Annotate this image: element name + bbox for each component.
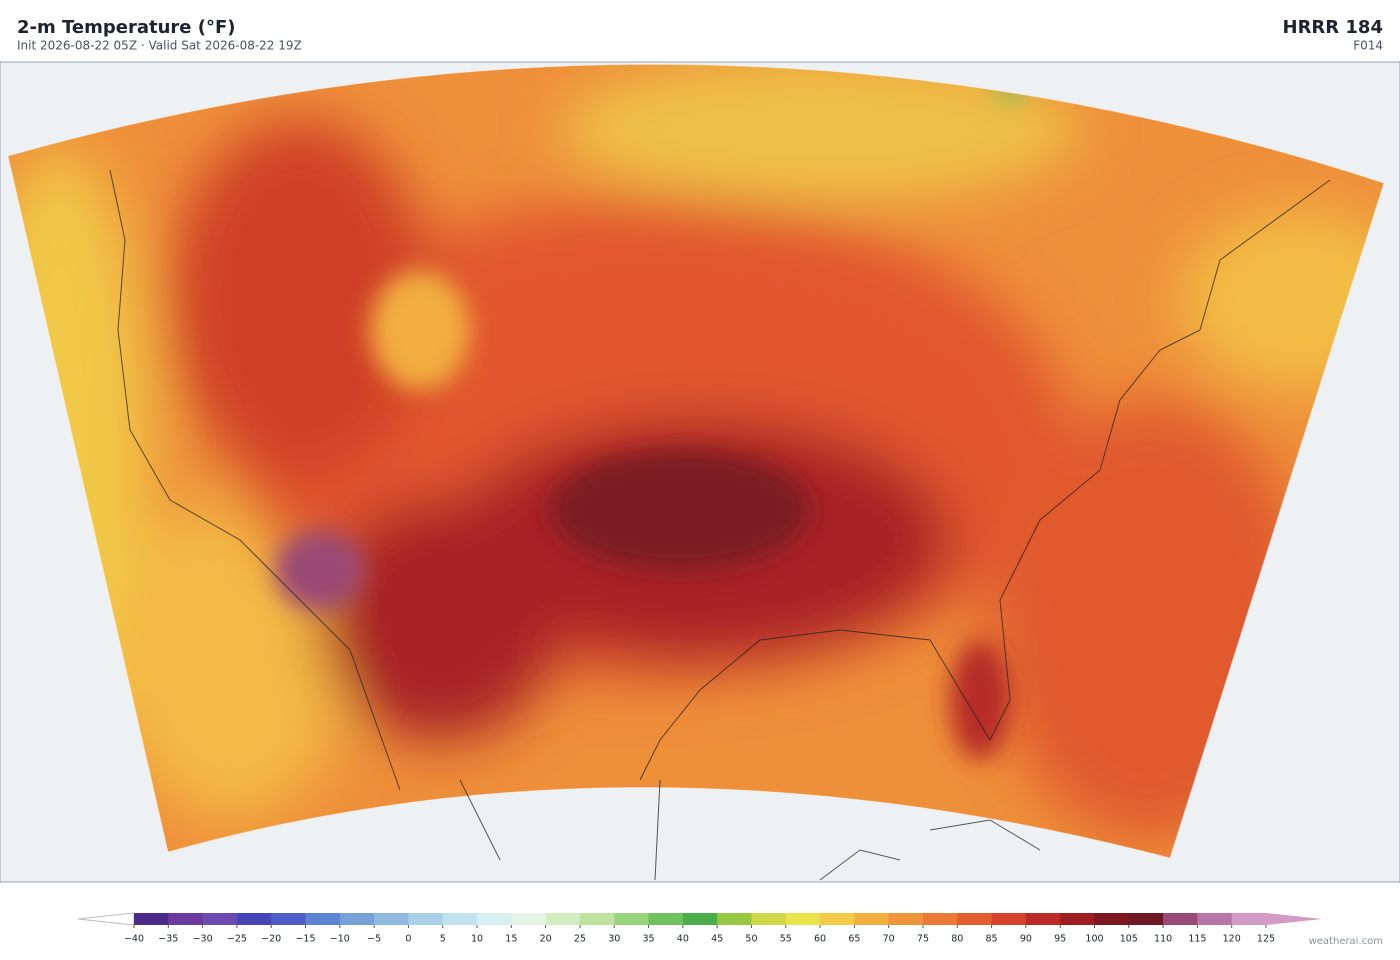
colorbar-tick-label: 110 [1154,934,1172,945]
colorbar-swatch [134,913,169,925]
colorbar-swatch [785,913,821,925]
colorbar-tick-label: 80 [951,934,963,945]
colorbar-tick-label: 125 [1257,934,1275,945]
colorbar-swatch [648,913,684,925]
colorbar-tick-label: 65 [848,934,860,945]
colorbar-tick-label: −10 [330,934,350,945]
colorbar-swatch [305,913,341,925]
colorbar-swatch [511,913,547,925]
colorbar-tick-label: 60 [814,934,826,945]
colorbar-tick-label: −5 [367,934,381,945]
forecast-hour: F014 [1353,39,1383,53]
colorbar-swatch [477,913,512,925]
colorbar-swatch [820,913,855,925]
colorbar-tick-label: 0 [405,934,411,945]
colorbar-swatch [442,913,478,925]
coastlines [109,169,1331,881]
colorbar-swatch [271,913,307,925]
colorbar-tick-label: 105 [1120,934,1138,945]
colorbar-tick-label: 120 [1223,934,1241,945]
colorbar-tick-label: −30 [193,934,213,945]
colorbar-swatch [1231,913,1267,925]
colorbar-swatch [339,913,375,925]
colorbar-tick-label: −15 [295,934,315,945]
colorbar-under [77,912,135,926]
colorbar-swatch [751,913,787,925]
colorbar-tick-label: 75 [917,934,929,945]
colorbar-tick-label: 85 [986,934,998,945]
colorbar-tick-label: 15 [505,934,517,945]
colorbar-tick-label: 50 [745,934,757,945]
colorbar-tick-label: −40 [124,934,144,945]
colorbar-tick-label: 70 [883,934,895,945]
colorbar-swatch [579,913,615,925]
colorbar-swatch [614,913,650,925]
colorbar-tick-label: 25 [574,934,586,945]
colorbar-tick-label: 20 [540,934,552,945]
colorbar-swatch [1025,913,1061,925]
temperature-field [8,64,1384,858]
colorbar-tick-label: 10 [471,934,483,945]
colorbar: −40 −35 −30 −25 −20 −15 −10 −5 0 5 10 15 20 25 30 35 40 4… [77,912,1322,945]
colorbar-tick-label: 115 [1188,934,1206,945]
domain-edge [7,63,1385,859]
map [0,61,1400,883]
colorbar-swatch [236,913,272,925]
colorbar-swatch [957,913,993,925]
colorbar-swatch [1163,913,1198,925]
colorbar-swatch [682,913,718,925]
colorbar-swatch [1094,913,1130,925]
colorbar-swatch [545,913,581,925]
colorbar-tick-label: 45 [711,934,723,945]
colorbar-swatch [922,913,958,925]
colorbar-swatch [1128,913,1164,925]
colorbar-over [1266,913,1322,925]
credit: weatherai.com [1309,936,1383,947]
colorbar-tick-label: −20 [261,934,281,945]
colorbar-tick-label: 35 [642,934,654,945]
colorbar-tick-label: −35 [158,934,178,945]
colorbar-swatch [374,913,409,925]
colorbar-swatch [168,913,204,925]
colorbar-tick-label: −25 [227,934,247,945]
colorbar-tick-label: 40 [677,934,689,945]
subtitle: Init 2026-08-22 05Z · Valid Sat 2026-08-… [17,39,302,53]
colorbar-tick-label: 100 [1085,934,1103,945]
colorbar-swatch [1197,913,1233,925]
colorbar-swatch [717,913,752,925]
model-name: HRRR 184 [1283,17,1384,38]
colorbar-tick-label: 90 [1020,934,1032,945]
colorbar-swatch [1060,913,1095,925]
colorbar-tick-label: 30 [608,934,620,945]
colorbar-tick-label: 5 [440,934,446,945]
colorbar-swatch [202,913,238,925]
colorbar-swatch [854,913,890,925]
colorbar-tick-label: 95 [1054,934,1066,945]
colorbar-swatch [991,913,1027,925]
colorbar-swatch [408,913,444,925]
colorbar-tick-label: 55 [780,934,792,945]
colorbar-swatch [888,913,924,925]
title: 2-m Temperature (°F) [17,17,236,38]
